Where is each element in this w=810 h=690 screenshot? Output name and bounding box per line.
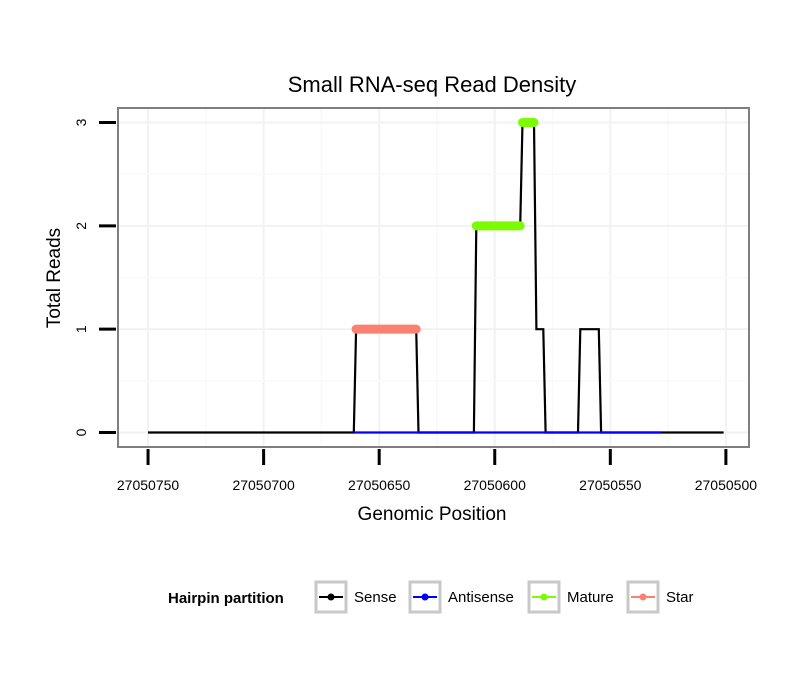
x-tick-label: 27050750 <box>117 477 180 493</box>
legend-point-antisense <box>421 593 429 601</box>
x-tick-label: 27050550 <box>579 477 642 493</box>
legend: Hairpin partition Sense Antisense Mature St… <box>168 580 694 614</box>
y-axis-title: Total Reads <box>44 228 65 328</box>
x-tick-label: 27050500 <box>695 477 758 493</box>
legend-point-mature <box>540 593 548 601</box>
legend-title: Hairpin partition <box>168 590 284 607</box>
x-tick-label: 27050650 <box>348 477 411 493</box>
legend-label-star: Star <box>666 589 694 606</box>
legend-label-sense: Sense <box>354 589 397 606</box>
legend-label-antisense: Antisense <box>448 589 514 606</box>
x-tick-label: 27050700 <box>232 477 295 493</box>
chart-title: Small RNA-seq Read Density <box>288 72 577 97</box>
y-tick-label: 0 <box>73 428 89 436</box>
y-tick-label: 2 <box>73 222 89 230</box>
y-tick-label: 1 <box>73 325 89 333</box>
plot-border <box>117 107 750 448</box>
grid <box>118 108 749 447</box>
x-axis-title: Genomic Position <box>358 504 507 525</box>
series-sense-line <box>148 121 724 434</box>
legend-point-sense <box>327 593 335 601</box>
legend-point-star <box>639 593 647 601</box>
series-layer <box>148 117 724 434</box>
y-axis: 0 1 2 3 <box>73 118 116 436</box>
y-tick-label: 3 <box>73 118 89 126</box>
legend-label-mature: Mature <box>567 589 614 606</box>
x-tick-label: 27050600 <box>464 477 527 493</box>
x-axis: 27050750 27050700 27050650 27050600 27050550… <box>117 449 757 493</box>
